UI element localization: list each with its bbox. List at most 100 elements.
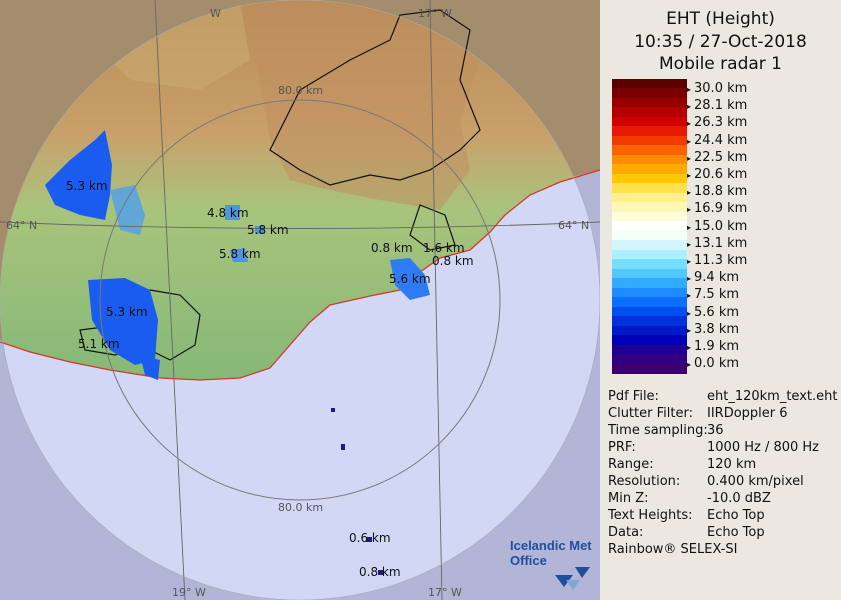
legend-label: ▸ 16.9 km: [687, 202, 747, 216]
legend-swatch: [612, 126, 687, 137]
echo-height-label: 5.8 km: [247, 223, 289, 237]
product-title: EHT (Height): [666, 9, 775, 29]
legend-swatch: [612, 306, 687, 317]
legend-label: ▸ 7.5 km: [687, 288, 739, 302]
echo-cell: [331, 408, 335, 412]
legend-tick-icon: ▸: [687, 291, 692, 301]
legend-label-text: 9.4 km: [694, 270, 740, 286]
legend-label: ▸ 5.6 km: [687, 306, 739, 320]
legend-label: ▸ 20.6 km: [687, 168, 747, 182]
legend-label-text: 28.1 km: [694, 98, 748, 114]
legend-swatch: [612, 88, 687, 99]
echo-cell: [110, 185, 145, 235]
legend-swatch: [612, 259, 687, 270]
range-ring: [99, 99, 501, 501]
echo-height-label: 0.8 km: [371, 241, 413, 255]
legend-label-text: 26.3 km: [694, 115, 748, 131]
info-key: Min Z:: [608, 491, 649, 506]
echo-cell: [88, 278, 158, 365]
echo-height-label: 0.8 km: [432, 254, 474, 268]
legend-swatch: [612, 325, 687, 336]
info-key: Text Heights:: [608, 508, 693, 523]
longitude-label: 17° W: [418, 7, 452, 20]
radar-map[interactable]: 80.0 km 80.0 km 64° N 64° N 19° W 17° W …: [0, 0, 600, 600]
legend-tick-icon: ▸: [687, 102, 692, 112]
info-key: Range:: [608, 457, 654, 472]
echo-height-label: 0.8 km: [359, 565, 401, 579]
legend-swatch: [612, 116, 687, 128]
legend-swatch: [612, 335, 687, 346]
echo-cell: [255, 226, 265, 234]
legend-label: ▸ 30.0 km: [687, 82, 747, 96]
echo-cell: [378, 570, 384, 575]
legend-tick-icon: ▸: [687, 274, 692, 284]
legend-swatch: [612, 297, 687, 308]
legend-swatch: [612, 268, 687, 279]
longitude-label: W: [210, 7, 221, 20]
color-legend: [612, 79, 687, 374]
legend-tick-icon: ▸: [687, 257, 692, 266]
echo-height-label: 5.3 km: [106, 305, 148, 319]
legend-label: ▸ 13.1 km: [687, 237, 747, 251]
legend-label-text: 11.3 km: [694, 253, 748, 268]
legend-tick-icon: ▸: [687, 136, 692, 146]
info-value: eht_120km_text.eht: [707, 389, 838, 404]
logo-text-line2: Office: [510, 553, 547, 568]
echo-height-label: 5.3 km: [66, 179, 108, 193]
legend-label: ▸ 28.1 km: [687, 99, 747, 113]
legend-swatch: [612, 79, 687, 90]
legend-swatch: [612, 249, 687, 260]
imo-logo: Icelandic Met Office: [510, 538, 592, 568]
legend-swatch: [612, 97, 687, 109]
legend-label-text: 18.8 km: [694, 184, 748, 200]
legend-swatch: [612, 344, 687, 355]
legend-swatch: [612, 183, 687, 194]
echo-cell: [230, 248, 248, 262]
legend-swatch: [612, 230, 687, 241]
legend-tick-icon: ▸: [687, 119, 692, 129]
logo-mark: [555, 575, 573, 587]
legend-tick-icon: ▸: [687, 205, 692, 215]
graticule: [0, 0, 600, 600]
legend-tick-icon: ▸: [687, 153, 692, 163]
legend-swatch: [612, 107, 687, 118]
longitude-label: 17° W: [428, 586, 462, 599]
echo-cell: [390, 258, 430, 300]
echo-cell: [225, 205, 240, 220]
legend-swatch: [612, 211, 687, 222]
legend-label-text: 24.4 km: [694, 132, 748, 148]
info-key: Time sampling:: [608, 423, 708, 438]
legend-swatch: [612, 192, 687, 203]
latitude-label: 64° N: [558, 219, 590, 232]
glacier-outline: [269, 9, 481, 186]
coastline: [0, 169, 600, 381]
legend-swatch: [612, 287, 687, 298]
legend-label: ▸ 18.8 km: [687, 185, 747, 199]
info-value: Echo Top: [707, 525, 765, 540]
legend-tick-icon: ▸: [687, 360, 692, 370]
info-value: 0.400 km/pixel: [707, 474, 804, 489]
echo-height-label: 5.6 km: [389, 272, 431, 286]
legend-label: ▸ 11.3 km: [687, 254, 747, 268]
legend-label: ▸ 3.8 km: [687, 323, 739, 337]
legend-swatch: [612, 202, 687, 213]
software-credit: Rainbow® SELEX-SI: [608, 542, 738, 557]
echo-height-label: 0.6 km: [349, 531, 391, 545]
legend-swatch: [612, 316, 687, 327]
echo-height-label: 1.6 km: [423, 241, 465, 255]
legend-swatch: [612, 354, 687, 365]
info-value: IIRDoppler 6: [707, 406, 788, 421]
info-key: Resolution:: [608, 474, 681, 489]
latitude-line: [0, 221, 600, 229]
legend-label-text: 7.5 km: [694, 287, 740, 303]
legend-tick-icon: ▸: [687, 171, 692, 180]
latitude-label: 64° N: [6, 219, 38, 232]
echo-height-label: 4.8 km: [207, 206, 249, 220]
range-ring-label: 80.0 km: [278, 501, 324, 514]
info-value: 120 km: [707, 457, 757, 472]
info-value: -10.0 dBZ: [707, 491, 771, 506]
legend-label-text: 3.8 km: [694, 321, 740, 337]
info-value: 36: [707, 423, 724, 438]
longitude-label: 19° W: [172, 586, 206, 599]
legend-swatch: [612, 135, 687, 146]
